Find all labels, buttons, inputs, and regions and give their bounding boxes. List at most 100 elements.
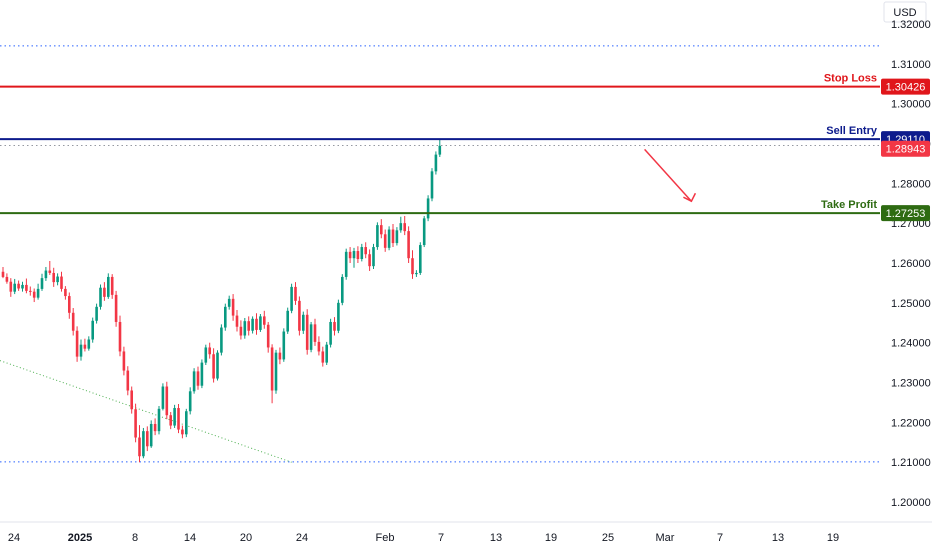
candle-body [387,229,391,248]
price-tick-label: 1.22000 [891,417,931,429]
candle-body [411,258,414,275]
candle-body [79,344,83,357]
candle-body [274,352,278,391]
price-tick-label: 1.24000 [891,338,931,350]
candle-body [434,154,438,172]
currency-box[interactable] [883,1,927,23]
candle-body [270,347,274,391]
candle-body [395,230,399,244]
candle-body [138,437,141,457]
candle-body [181,429,184,435]
candle-body [286,310,289,332]
trade-levels: Stop Loss Sell Entry Take Profit [0,73,880,215]
candle-body [68,296,71,313]
candle-body [165,386,169,416]
candle-body [383,234,387,248]
candle-body [220,327,223,353]
candle-body [56,276,59,283]
price-tick-label: 1.27000 [891,218,931,230]
candle-body [290,286,293,311]
candle-body [130,390,133,410]
candle-body [321,351,325,363]
time-tick-label: 24 [296,532,308,544]
candle-body [110,276,114,295]
candle-body [337,302,340,331]
candle-body [333,321,336,331]
trendline [0,360,292,463]
time-tick-label: 13 [772,532,784,544]
candle-body [9,281,13,292]
support-trendline [0,360,292,463]
time-tick-label: 24 [8,532,20,544]
candle-body [204,347,208,363]
candle-body [231,298,235,316]
price-tick-label: 1.21000 [891,457,931,469]
candle-body [64,288,67,297]
projection-arrow-head [683,192,697,203]
candle-body [32,291,36,298]
time-axis[interactable]: 24 2025 8 14 20 24 Feb 7 13 19 25 Mar 7 13 19 [0,521,932,544]
price-tag-label: 1.30426 [886,82,926,94]
time-tick-label: 13 [490,532,502,544]
candle-body [360,247,364,260]
price-tick-label: 1.28000 [891,178,931,190]
candle-body [122,351,126,371]
candle-body [259,316,262,330]
candle-body [302,314,305,331]
price-tag-label: 1.28943 [886,144,926,156]
candle-body [21,284,24,289]
price-tick-label: 1.30000 [891,99,931,111]
price-axis[interactable]: USD 1.320001.310001.300001.290001.280001… [880,0,932,522]
time-tick-label: 20 [240,532,252,544]
candle-body [380,225,383,235]
candle-body [309,324,313,350]
candle-body [282,331,286,360]
candle-body [48,270,52,273]
candle-body [83,344,87,349]
candle-body [91,320,94,340]
time-tick-label: Mar [656,532,675,544]
candle-body [185,411,188,435]
price-tick-label: 1.26000 [891,258,931,270]
price-tag [881,140,930,157]
time-tick-label: 19 [545,532,557,544]
time-tick-label: 2025 [68,532,92,544]
candle-body [188,391,192,412]
candle-body [239,326,243,336]
candle-body [13,283,16,292]
candle-body [40,278,44,289]
candle-body [247,321,250,331]
candle-body [200,362,204,386]
candle-body [407,231,410,259]
candle-body [5,276,9,282]
candle-body [107,276,110,297]
candle-body [146,431,149,447]
candle-body [341,276,344,303]
time-tick-label: 7 [438,532,444,544]
time-tick-label: 25 [602,532,614,544]
time-tick-label: 19 [827,532,839,544]
time-tick-label: 8 [132,532,138,544]
time-tick-label: Feb [376,532,395,544]
level-label-take-profit: Take Profit [821,199,877,211]
price-tag-label: 1.27253 [886,208,926,220]
candle-body [103,287,106,297]
candle-body [243,321,247,336]
candle-body [426,198,430,219]
price-tag [881,205,930,222]
candle-body [75,330,79,357]
candle-body [227,298,231,307]
candle-body [192,371,196,392]
candle-body [71,312,75,331]
candle-body [1,271,5,277]
candle-body [391,229,395,244]
candle-body [212,354,215,379]
candle-body [419,245,422,273]
candle-body [29,290,32,292]
candle-body [430,171,434,199]
candle-body [25,284,28,291]
candle-body [368,254,371,267]
level-label-stop-loss: Stop Loss [824,73,877,85]
